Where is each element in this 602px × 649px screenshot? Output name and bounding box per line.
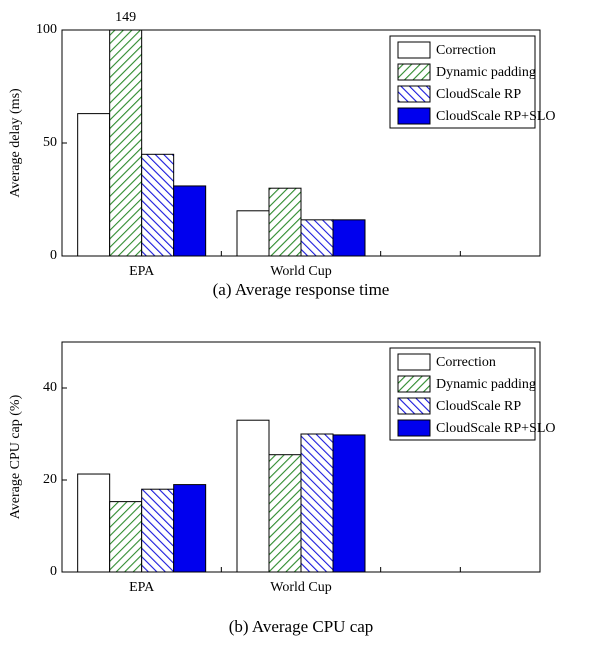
bar — [173, 185, 207, 257]
bar — [332, 434, 366, 573]
legend-label: CloudScale RP — [436, 87, 521, 102]
legend-swatch — [397, 85, 431, 103]
chart-caption: (a) Average response time — [213, 280, 390, 299]
bar — [268, 187, 302, 257]
legend-swatch — [397, 63, 431, 81]
legend-label: Dynamic padding — [436, 65, 536, 80]
legend-label: Correction — [436, 43, 496, 58]
bar — [300, 433, 334, 573]
y-tick-label: 0 — [50, 564, 57, 579]
x-tick-label: EPA — [129, 580, 155, 595]
legend-swatch — [397, 107, 431, 125]
legend-label: Dynamic padding — [436, 377, 536, 392]
bar — [109, 29, 143, 257]
y-tick-label: 0 — [50, 248, 57, 263]
y-tick-label: 100 — [36, 22, 57, 37]
value-label: 149 — [115, 10, 136, 25]
bar — [109, 501, 143, 573]
y-tick-label: 40 — [43, 380, 57, 395]
y-tick-label: 50 — [43, 135, 57, 150]
legend-label: CloudScale RP+SLO — [436, 421, 556, 436]
legend-swatch — [397, 375, 431, 393]
chart-caption: (b) Average CPU cap — [229, 617, 374, 636]
x-tick-label: World Cup — [270, 264, 331, 279]
legend-swatch — [397, 41, 431, 59]
legend-label: CloudScale RP — [436, 399, 521, 414]
bar — [236, 210, 270, 257]
bar — [173, 484, 207, 573]
bar — [268, 454, 302, 573]
bar — [77, 113, 111, 257]
x-tick-label: EPA — [129, 264, 155, 279]
legend-label: Correction — [436, 355, 496, 370]
bar — [332, 219, 366, 257]
legend-label: CloudScale RP+SLO — [436, 109, 556, 124]
legend-swatch — [397, 397, 431, 415]
y-axis-label: Average delay (ms) — [8, 88, 23, 198]
bar — [236, 419, 270, 573]
legend-swatch — [397, 419, 431, 437]
bar — [300, 219, 334, 257]
bar — [77, 473, 111, 573]
y-axis-label: Average CPU cap (%) — [8, 394, 23, 519]
bar — [141, 488, 175, 573]
bar — [141, 153, 175, 257]
x-tick-label: World Cup — [270, 580, 331, 595]
legend-swatch — [397, 353, 431, 371]
y-tick-label: 20 — [43, 472, 57, 487]
